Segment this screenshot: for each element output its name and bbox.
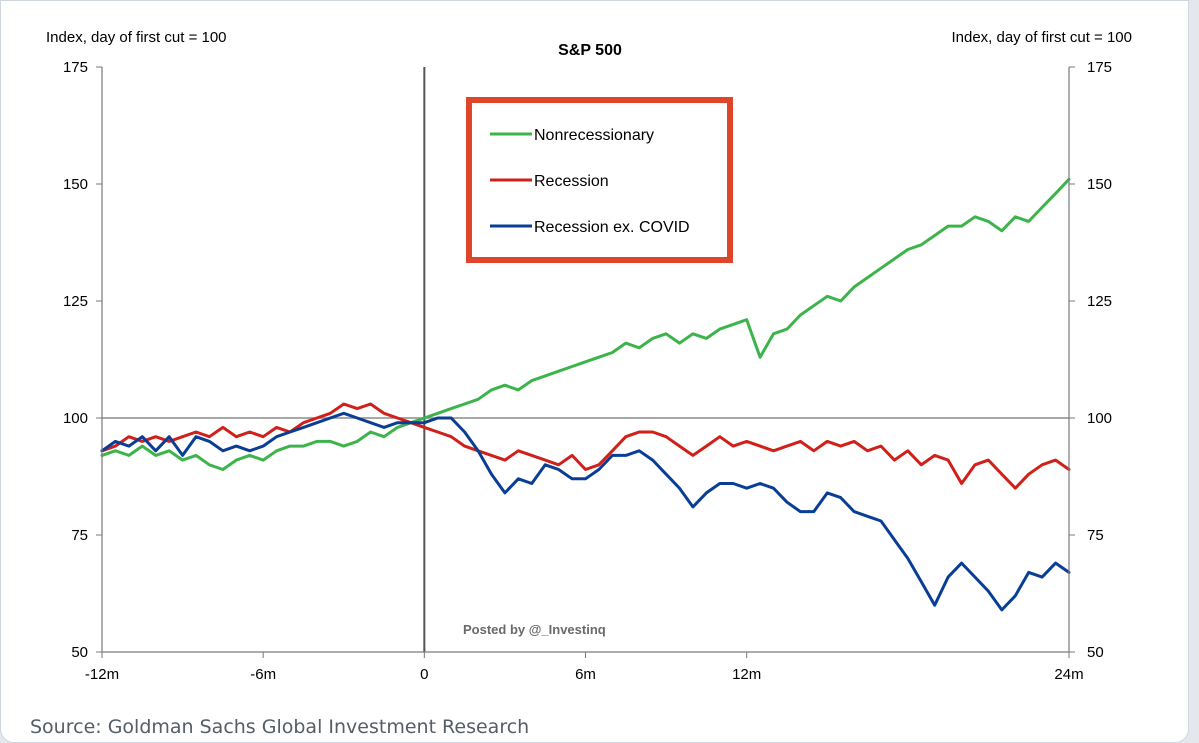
y-tick-label-right: 125 <box>1087 293 1112 310</box>
series-line-recession <box>100 402 1071 490</box>
x-tick-label: 12m <box>732 666 761 683</box>
y-tick-label-left: 175 <box>63 59 88 76</box>
x-tick-label: -6m <box>250 666 276 683</box>
x-tick-label: 6m <box>575 666 596 683</box>
sp500-line-chart: 50 50 75 75 100 100 125 125 150 150 175 175 -12m -6m 0… <box>46 29 1132 683</box>
legend-label-recession-ex-covid: Recession ex. COVID <box>534 219 690 236</box>
y-tick-label-left: 100 <box>63 410 88 427</box>
legend: Nonrecessionary Recession Recession ex. CO… <box>466 97 733 263</box>
source-caption: Source: Goldman Sachs Global Investment … <box>30 716 530 738</box>
chart-title: S&P 500 <box>558 42 622 59</box>
y-tick-label-left: 150 <box>63 176 88 193</box>
y-tick-label-right: 75 <box>1087 527 1104 544</box>
series-line-nonrecessionary <box>100 177 1071 471</box>
y-tick-label-right: 50 <box>1087 644 1104 661</box>
legend-label-nonrecessionary: Nonrecessionary <box>534 127 654 144</box>
x-tick-label: -12m <box>85 666 119 683</box>
y-tick-label-left: 125 <box>63 293 88 310</box>
series-line-recession-ex-covid <box>100 411 1071 612</box>
left-axis-title: Index, day of first cut = 100 <box>46 29 227 46</box>
y-tick-label-left: 50 <box>71 644 88 661</box>
right-axis-title: Index, day of first cut = 100 <box>951 29 1132 46</box>
y-tick-label-right: 150 <box>1087 176 1112 193</box>
x-tick-label: 24m <box>1054 666 1083 683</box>
y-tick-label-right: 100 <box>1087 410 1112 427</box>
watermark-text: Posted by @_Investinq <box>463 622 606 637</box>
y-tick-label-left: 75 <box>71 527 88 544</box>
x-tick-label: 0 <box>420 666 428 683</box>
legend-label-recession: Recession <box>534 173 609 190</box>
y-tick-label-right: 175 <box>1087 59 1112 76</box>
